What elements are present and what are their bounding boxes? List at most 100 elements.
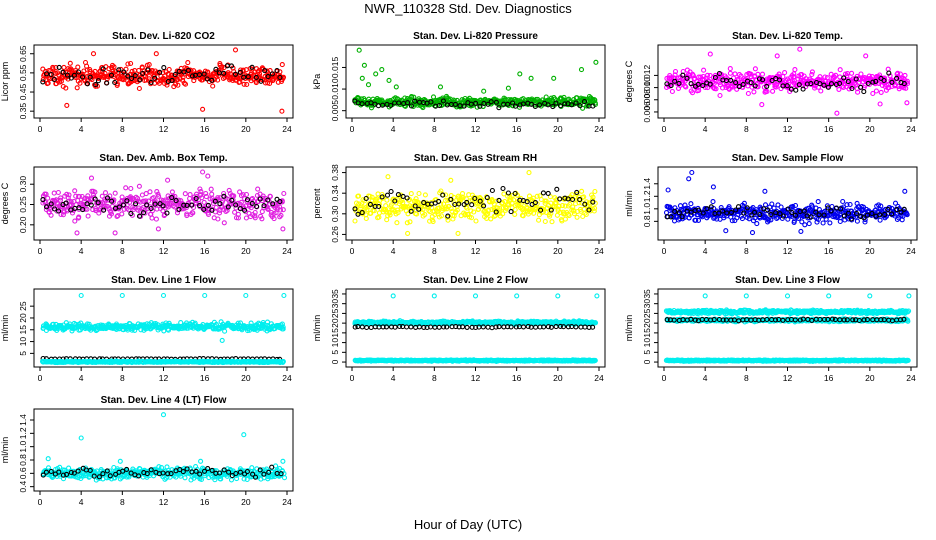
data-point xyxy=(176,68,182,74)
data-point xyxy=(169,189,175,195)
x-tick-label: 0 xyxy=(662,246,667,256)
data-point xyxy=(877,217,883,223)
data-point xyxy=(592,320,598,326)
data-point xyxy=(392,324,398,330)
data-point xyxy=(40,79,46,85)
y-tick-label: 15 xyxy=(642,328,652,338)
data-point xyxy=(758,206,764,213)
y-tick-label: 0.35 xyxy=(18,103,28,120)
data-point xyxy=(537,102,543,108)
data-point xyxy=(222,328,228,334)
data-point xyxy=(421,200,427,206)
data-point xyxy=(554,186,560,192)
data-point xyxy=(249,200,255,206)
data-point xyxy=(686,176,692,182)
x-tick-label: 0 xyxy=(38,124,43,134)
data-point xyxy=(65,195,71,201)
y-axis-label: degrees C xyxy=(0,182,10,224)
data-point xyxy=(764,88,770,95)
data-point xyxy=(153,216,159,222)
data-point xyxy=(733,80,739,86)
data-point xyxy=(215,77,221,83)
data-point xyxy=(352,206,358,212)
data-point xyxy=(408,103,414,109)
data-point xyxy=(787,213,793,219)
data-point xyxy=(534,193,540,199)
data-point xyxy=(97,69,103,75)
x-tick-label: 4 xyxy=(391,124,396,134)
data-points xyxy=(40,169,287,236)
data-point xyxy=(80,207,86,213)
data-point xyxy=(496,105,502,111)
panel-title: Stan. Dev. Li-820 Temp. xyxy=(732,31,843,42)
data-point xyxy=(74,230,80,236)
y-tick-label: 0.006 xyxy=(642,101,652,123)
data-point xyxy=(50,66,56,72)
panel-title: Stan. Dev. Line 2 Flow xyxy=(423,275,528,286)
data-point xyxy=(394,220,400,226)
data-point xyxy=(480,324,486,330)
data-point xyxy=(165,177,171,183)
data-point xyxy=(569,102,575,108)
data-point xyxy=(193,195,199,202)
data-point xyxy=(904,100,910,106)
data-point xyxy=(728,209,734,215)
data-point xyxy=(84,81,91,87)
data-point xyxy=(791,218,797,224)
data-point xyxy=(774,215,780,222)
data-point xyxy=(798,228,804,234)
data-point xyxy=(126,207,132,213)
data-point xyxy=(55,189,61,196)
data-point xyxy=(448,206,454,212)
data-point xyxy=(445,213,451,219)
data-point xyxy=(265,206,271,213)
x-tick-label: 24 xyxy=(282,246,292,256)
data-point xyxy=(453,324,459,330)
chart-panel-sampleflow: Stan. Dev. Sample Flowml/min0.81.01.21.4… xyxy=(624,153,918,256)
data-point xyxy=(676,210,682,216)
data-point xyxy=(455,230,461,236)
data-point xyxy=(197,186,203,192)
y-axis-label: ml/min xyxy=(0,315,10,342)
data-point xyxy=(881,77,887,84)
x-tick-label: 8 xyxy=(120,246,125,256)
data-point xyxy=(404,195,410,201)
data-point xyxy=(689,169,695,176)
data-point xyxy=(119,194,125,200)
data-point xyxy=(902,72,908,78)
data-point xyxy=(512,190,518,197)
x-tick-label: 24 xyxy=(282,124,292,134)
y-tick-label: 0.8 xyxy=(642,215,652,227)
data-point xyxy=(203,190,209,197)
data-point xyxy=(136,85,142,92)
y-tick-label: 25 xyxy=(18,301,28,311)
data-point xyxy=(556,203,562,209)
data-point xyxy=(716,210,722,216)
data-point xyxy=(88,175,95,181)
x-tick-label: 8 xyxy=(432,373,437,383)
data-point xyxy=(149,215,155,221)
data-point xyxy=(551,75,557,81)
data-point xyxy=(671,218,678,224)
data-point xyxy=(473,324,479,331)
x-tick-label: 12 xyxy=(159,373,169,383)
data-point xyxy=(764,83,770,89)
data-point xyxy=(882,211,888,217)
data-point xyxy=(695,81,701,87)
data-point xyxy=(390,293,396,299)
chart-panel-pressure: Stan. Dev. Li-820 PressurekPa0.0050.0100… xyxy=(312,31,606,134)
data-point xyxy=(147,189,153,195)
data-point xyxy=(901,81,907,87)
data-point xyxy=(182,191,188,197)
data-point xyxy=(802,222,808,228)
data-point xyxy=(160,203,166,209)
data-point xyxy=(858,71,864,77)
data-point xyxy=(252,213,258,219)
data-point xyxy=(205,69,211,75)
data-point xyxy=(245,74,251,80)
data-point xyxy=(136,213,143,219)
data-point xyxy=(412,203,418,209)
data-point xyxy=(717,92,723,99)
y-tick-label: 0.38 xyxy=(330,164,340,181)
data-point xyxy=(201,199,207,205)
